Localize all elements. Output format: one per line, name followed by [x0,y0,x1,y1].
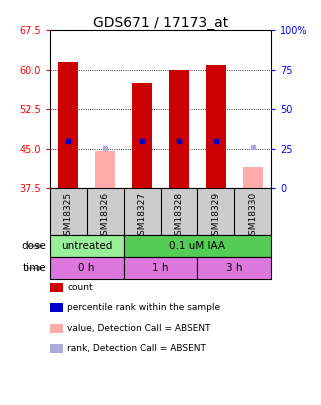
Text: time: time [23,263,47,273]
Bar [95,151,115,188]
Bar [50,257,124,279]
Text: dose: dose [22,241,47,251]
Bar [58,62,78,188]
Text: 0 h: 0 h [78,263,95,273]
Bar [132,83,152,188]
Text: GSM18326: GSM18326 [100,192,110,241]
Text: count: count [67,283,93,292]
Text: GDS671 / 17173_at: GDS671 / 17173_at [93,16,228,30]
Bar [197,257,271,279]
Text: GSM18327: GSM18327 [137,192,147,241]
Text: untreated: untreated [61,241,112,251]
Bar [124,235,271,257]
Text: percentile rank within the sample: percentile rank within the sample [67,303,221,312]
Text: value, Detection Call = ABSENT: value, Detection Call = ABSENT [67,324,211,333]
Text: GSM18330: GSM18330 [248,192,257,241]
Bar [243,167,263,188]
Text: GSM18329: GSM18329 [211,192,221,241]
Bar [206,64,226,188]
Text: rank, Detection Call = ABSENT: rank, Detection Call = ABSENT [67,344,206,353]
Bar [50,235,124,257]
Bar [124,257,197,279]
Text: 3 h: 3 h [226,263,243,273]
Bar [169,70,189,188]
Text: 1 h: 1 h [152,263,169,273]
Text: GSM18325: GSM18325 [64,192,73,241]
Text: GSM18328: GSM18328 [174,192,184,241]
Text: 0.1 uM IAA: 0.1 uM IAA [169,241,225,251]
